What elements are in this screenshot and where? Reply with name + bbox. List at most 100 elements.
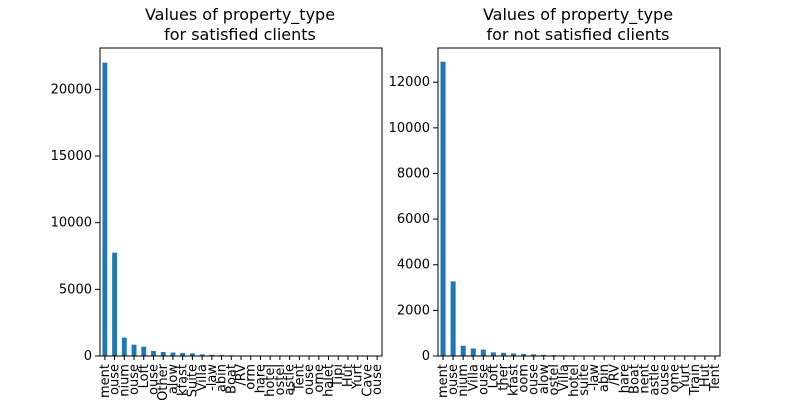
x-tick-label: -law	[587, 364, 602, 391]
x-tick-label: Hut	[341, 364, 356, 387]
y-tick-label: 10000	[389, 121, 430, 136]
chart-satisfied: Values of property_type for satisfied cl…	[51, 5, 385, 400]
x-tick-label: alow	[166, 364, 181, 395]
y-tick-label: 0	[84, 349, 92, 364]
plot-frame	[437, 47, 721, 357]
x-tick-label: hare	[617, 364, 632, 393]
x-tick-label: /RV	[607, 364, 622, 386]
x-tick-label: Tent	[292, 364, 307, 392]
chart-not-satisfied: Values of property_type for not satisfie…	[389, 5, 723, 398]
x-tick-label: kfast	[507, 364, 522, 396]
x-tick-label: Villa	[466, 364, 481, 391]
x-tick-label: astle	[283, 364, 298, 395]
x-tick-label: Loft	[137, 364, 152, 388]
x-tick-label: ouse	[370, 364, 385, 395]
bar	[151, 350, 156, 356]
bar	[209, 354, 215, 356]
x-tick-label: ouse	[527, 364, 542, 395]
chart-title-line-1: Values of property_type	[145, 5, 335, 25]
bar	[170, 352, 176, 356]
x-tick-label: ment	[98, 364, 113, 398]
x-tick-label: hare	[253, 364, 268, 393]
bar	[121, 337, 127, 356]
x-tick-label: nium	[456, 364, 471, 397]
y-tick-label: 12000	[389, 75, 430, 90]
bar	[490, 352, 496, 356]
bar	[541, 354, 547, 356]
x-tick-label: ouse	[127, 364, 142, 395]
x-tick-label: Villa	[557, 364, 572, 391]
x-tick-label: Hut	[698, 364, 713, 387]
chart-title-line-2: for satisfied clients	[164, 25, 316, 44]
y-tick-label: 2000	[397, 303, 430, 318]
y-tick-label: 15000	[51, 149, 92, 164]
x-tick-label: hotel	[567, 364, 582, 397]
bar	[531, 354, 537, 356]
plot-area: 020004000600080001000012000mentouseniumV…	[389, 61, 723, 398]
bar	[480, 349, 486, 356]
x-tick-label: orm	[244, 364, 259, 390]
x-tick-label: ostel	[547, 364, 562, 395]
bar	[102, 62, 108, 357]
x-tick-label: /RV	[234, 364, 249, 386]
bar	[160, 352, 166, 356]
bar	[180, 352, 186, 356]
bar	[112, 252, 118, 356]
x-tick-label: ment	[436, 364, 451, 398]
x-tick-label: Boat	[627, 364, 642, 394]
chart-title-line-2: for not satisfied clients	[486, 25, 669, 44]
x-tick-label: nium	[117, 364, 132, 397]
y-tick-label: 20000	[51, 82, 92, 97]
x-tick-label: ouse	[446, 364, 461, 395]
x-tick-label: ostel	[273, 364, 288, 395]
x-tick-label: astle	[648, 364, 663, 395]
bar	[500, 352, 506, 356]
x-tick-label: Train	[688, 364, 703, 396]
x-tick-label: Loft	[486, 364, 501, 388]
bar	[189, 353, 195, 356]
plot-area: 05000100001500020000mentouseniumouseLoft…	[51, 62, 385, 400]
bar	[440, 61, 446, 356]
plot-frame	[99, 47, 383, 357]
chart-title-line-1: Values of property_type	[483, 5, 673, 25]
y-tick-label: 6000	[397, 212, 430, 227]
bar	[521, 353, 527, 356]
x-tick-label: alow	[537, 364, 552, 395]
bar	[511, 353, 517, 356]
x-tick-label: Yurt	[678, 364, 693, 390]
x-tick-label: kfast	[176, 364, 191, 396]
x-tick-label: ouse	[302, 364, 317, 395]
x-tick-label: ouse	[146, 364, 161, 395]
x-tick-label: Villa	[195, 364, 210, 391]
x-tick-label: nent	[637, 364, 652, 394]
x-tick-label: ouse	[658, 364, 673, 395]
y-tick-label: 8000	[397, 166, 430, 181]
x-tick-label: oom	[517, 364, 532, 393]
x-tick-label: Tent	[708, 364, 723, 392]
bar	[199, 354, 205, 356]
x-tick-label: ther	[496, 363, 511, 390]
bar	[450, 281, 456, 356]
bar	[141, 346, 147, 356]
x-tick-label: abin	[215, 364, 230, 392]
y-tick-label: 4000	[397, 258, 430, 273]
x-tick-label: Yurt	[351, 364, 366, 390]
x-tick-label: Suite	[185, 364, 200, 397]
y-tick-label: 5000	[59, 282, 92, 297]
bar	[131, 344, 137, 356]
x-tick-label: abin	[597, 364, 612, 392]
y-tick-label: 10000	[51, 216, 92, 231]
x-tick-label: Boat	[224, 364, 239, 394]
x-tick-label: hotel	[263, 364, 278, 397]
x-tick-label: ouse	[476, 364, 491, 395]
x-tick-label: ome	[668, 364, 683, 393]
x-tick-label: halet	[322, 364, 337, 397]
x-tick-label: -law	[205, 364, 220, 391]
x-tick-label: Cave	[360, 364, 375, 397]
x-tick-label: suite	[577, 364, 592, 396]
x-tick-label: Tipi	[331, 364, 346, 388]
bar	[470, 348, 476, 356]
y-tick-label: 0	[422, 349, 430, 364]
